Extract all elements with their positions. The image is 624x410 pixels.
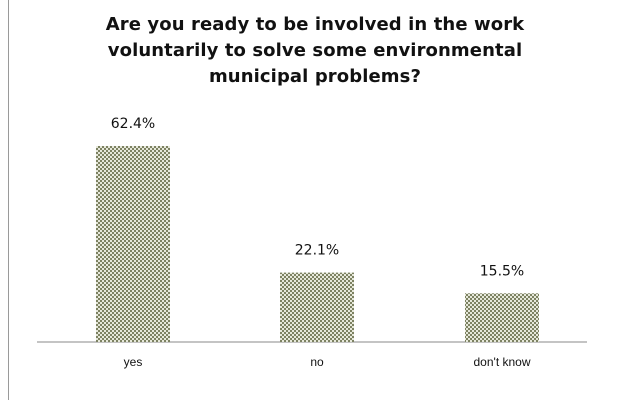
left-border-line [8, 0, 9, 400]
bar-yes [96, 146, 170, 342]
x-tick-label: don't know [474, 355, 531, 369]
data-label: 22.1% [295, 243, 339, 259]
x-tick-label: yes [124, 355, 143, 369]
data-label: 15.5% [480, 263, 524, 279]
chart-title: Are you ready to be involved in the work… [105, 14, 525, 87]
bar-don-t-know [465, 293, 539, 342]
bar-no [280, 272, 354, 342]
x-tick-label: no [310, 355, 324, 369]
data-label: 62.4% [111, 116, 155, 132]
